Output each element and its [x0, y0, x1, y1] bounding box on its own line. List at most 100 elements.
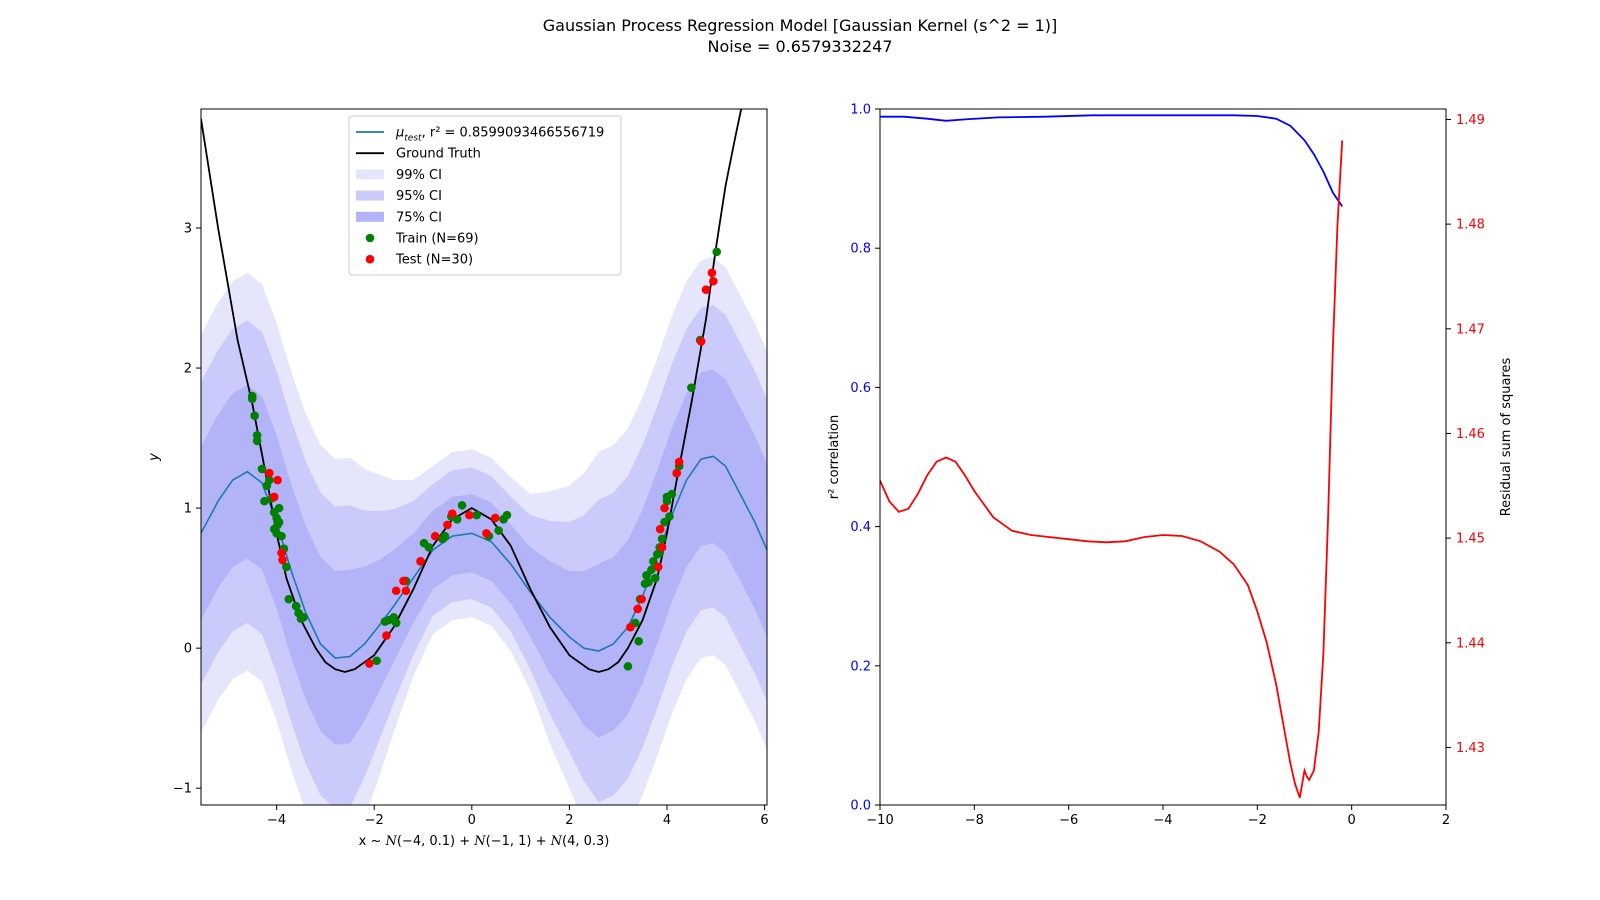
- train-point: [272, 529, 281, 538]
- train-point: [438, 534, 447, 544]
- legend-label-ci95: 95% CI: [396, 189, 442, 204]
- test-point: [701, 285, 711, 294]
- right-plot: −10 −8 −6 −4 −2 0 2 0.0 0.2 0.4 0.6 0.8 1.0 1.43 1.44 1…: [827, 103, 1514, 829]
- test-point: [269, 492, 279, 502]
- train-point: [687, 383, 696, 392]
- legend-frame: [348, 115, 622, 276]
- test-point: [278, 555, 287, 565]
- y-tick-label-left: 0.8: [850, 242, 871, 257]
- y-tick-label-right: 1.44: [1456, 636, 1485, 651]
- right-axes-frame: [879, 108, 1447, 806]
- test-point: [633, 604, 642, 614]
- test-point: [277, 548, 286, 558]
- train-point: [457, 501, 467, 510]
- train-point: [472, 510, 481, 520]
- test-point: [657, 543, 667, 552]
- train-point: [372, 656, 381, 666]
- left-axes-frame: [200, 108, 768, 806]
- y-tick-label-left: 0.0: [850, 799, 871, 814]
- train-point: [257, 464, 267, 474]
- x-tick-label: −6: [1059, 813, 1078, 828]
- y-tick-label-right: 1.48: [1456, 218, 1485, 233]
- y-tick-label-left: 0.4: [850, 520, 871, 535]
- test-point: [709, 276, 718, 286]
- mean-line: [201, 455, 767, 659]
- train-point: [642, 571, 651, 580]
- test-point: [674, 457, 684, 467]
- test-point: [391, 586, 401, 596]
- train-point: [662, 496, 672, 506]
- train-point: [274, 517, 284, 527]
- legend-label-train: Train (N=69): [395, 232, 479, 247]
- y-tick-label: 3: [184, 222, 192, 237]
- y-tick-label: 1: [184, 502, 192, 517]
- test-point: [660, 503, 669, 513]
- test-point: [465, 510, 474, 520]
- test-point: [482, 529, 491, 538]
- figure-title-line2: Noise = 0.6579332247: [707, 37, 893, 56]
- x-tick-label: 4: [663, 813, 671, 828]
- train-point: [282, 562, 291, 572]
- test-point: [672, 468, 682, 478]
- test-point: [365, 659, 374, 668]
- y-tick-label-right: 1.45: [1456, 532, 1485, 547]
- test-point: [655, 524, 665, 534]
- y-tick-label: 0: [184, 642, 192, 657]
- train-point: [384, 615, 394, 625]
- legend-label-mu: μtest, r² = 0.8599093466556719: [395, 126, 604, 144]
- r2-line: [880, 114, 1343, 207]
- legend-label-truth: Ground Truth: [396, 147, 481, 162]
- left-plot: −4 −2 0 2 4 6 −1 0 1 2 3 y x ~ N(−4, 0.1) + N(−1, 1)…: [147, 108, 769, 849]
- train-point: [452, 515, 462, 524]
- train-point: [667, 489, 677, 499]
- x-tick-label: 2: [565, 813, 573, 828]
- train-point: [650, 573, 660, 583]
- x-tick-label: 0: [1348, 813, 1356, 828]
- figure-title-line1: Gaussian Process Regression Model [Gauss…: [542, 16, 1058, 35]
- train-point: [649, 557, 658, 566]
- legend-handle-test: [365, 254, 375, 264]
- train-point: [657, 534, 667, 544]
- right-ylabel-right: Residual sum of squares: [1499, 357, 1514, 516]
- x-tick-label: −10: [866, 813, 893, 828]
- x-tick-label: −4: [267, 813, 286, 828]
- train-point: [247, 391, 257, 401]
- y-tick-label-right: 1.47: [1456, 322, 1485, 337]
- train-point: [644, 578, 653, 587]
- y-tick-label-left: 0.2: [850, 659, 871, 674]
- legend-handle-ci99: [356, 169, 384, 180]
- test-point: [443, 520, 452, 530]
- x-tick-label: 6: [760, 813, 768, 828]
- right-ylabel-left: r² correlation: [827, 415, 842, 499]
- legend-handle-ci95: [356, 190, 384, 201]
- test-point: [382, 631, 391, 640]
- train-point: [623, 662, 633, 671]
- y-tick-label-right: 1.49: [1456, 113, 1485, 128]
- x-tick-label: 2: [1442, 813, 1450, 828]
- train-point: [299, 613, 308, 622]
- train-point: [252, 436, 262, 446]
- test-point: [401, 586, 411, 596]
- x-tick-label: 0: [468, 813, 476, 828]
- legend-label-test: Test (N=30): [395, 253, 473, 268]
- train-point: [712, 247, 722, 257]
- train-point: [260, 496, 269, 506]
- test-point: [653, 562, 663, 572]
- y-tick-label-left: 1.0: [850, 103, 871, 118]
- test-point: [399, 576, 408, 586]
- left-legend: μtest, r² = 0.8599093466556719 Ground Tru…: [348, 115, 622, 276]
- y-tick-label: 2: [184, 362, 192, 377]
- train-point: [250, 411, 259, 420]
- left-ylabel: y: [147, 453, 162, 462]
- train-point: [391, 618, 401, 628]
- test-point: [447, 509, 457, 519]
- y-tick-label: −1: [173, 782, 192, 797]
- test-point: [637, 594, 646, 604]
- test-point: [265, 468, 274, 478]
- train-point: [494, 526, 503, 535]
- train-point: [265, 475, 274, 485]
- legend-handle-ci75: [356, 211, 384, 222]
- legend-label-ci99: 99% CI: [396, 168, 442, 183]
- rss-line: [880, 140, 1344, 798]
